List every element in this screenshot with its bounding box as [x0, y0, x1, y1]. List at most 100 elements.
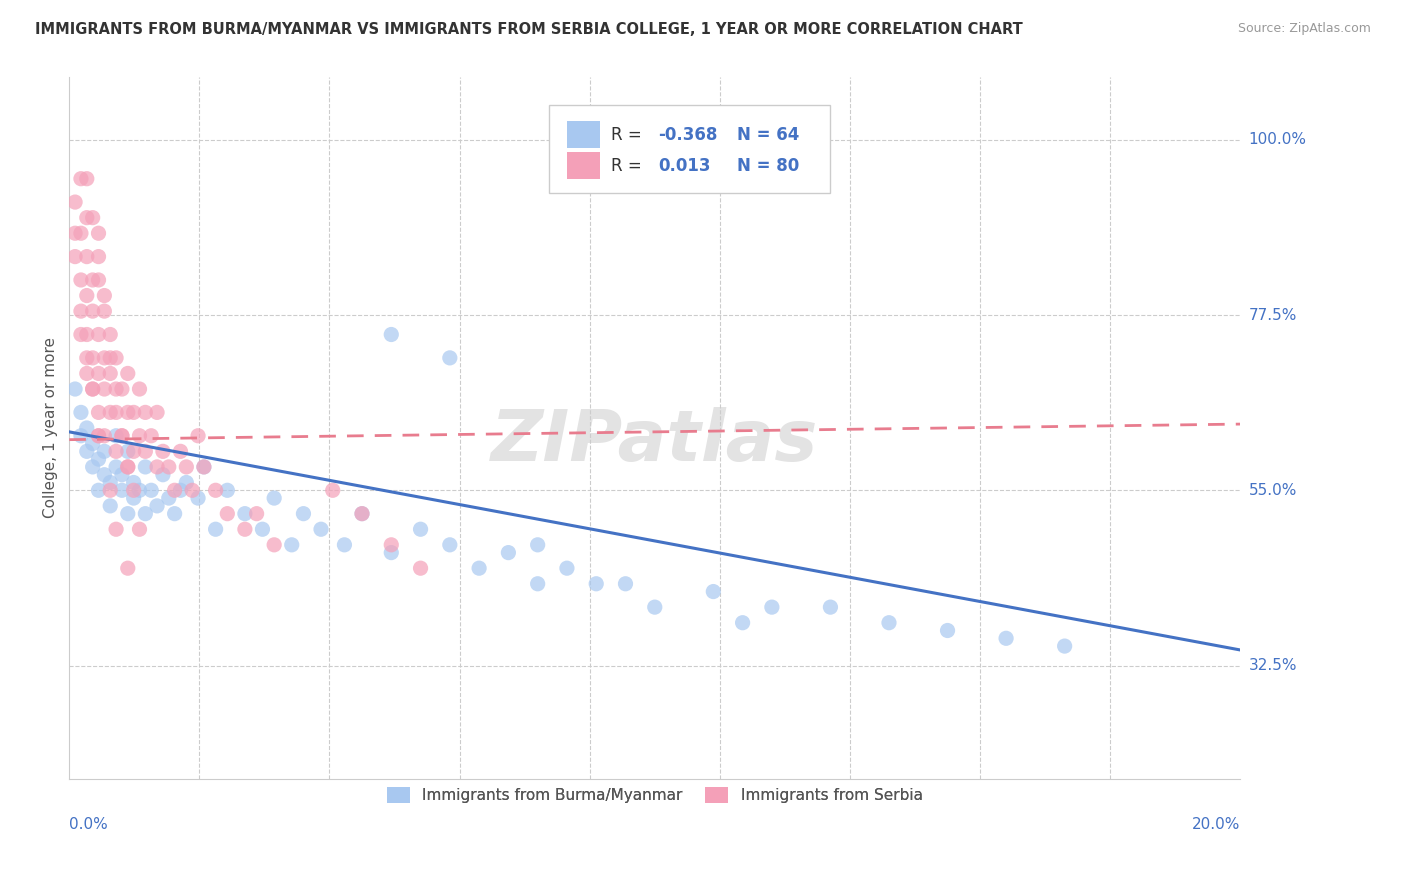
Point: [70, 273, 93, 287]
Text: 0.0%: 0.0%: [69, 817, 108, 832]
Point: [98, 327, 121, 342]
Legend: Immigrants from Burma/Myanmar, Immigrants from Serbia: Immigrants from Burma/Myanmar, Immigrant…: [381, 781, 929, 809]
Point: [82, 351, 104, 365]
Point: [731, 615, 754, 630]
Point: [995, 632, 1018, 646]
Point: [280, 538, 302, 552]
Point: [122, 491, 145, 505]
Point: [98, 405, 121, 419]
FancyBboxPatch shape: [567, 153, 600, 179]
Text: N = 80: N = 80: [737, 158, 799, 176]
Point: [233, 507, 256, 521]
Point: [761, 600, 783, 615]
Point: [98, 351, 121, 365]
Point: [350, 507, 373, 521]
Point: [87, 226, 110, 240]
Point: [111, 429, 134, 443]
Point: [152, 444, 174, 458]
Text: 55.0%: 55.0%: [1249, 483, 1296, 498]
FancyBboxPatch shape: [550, 105, 831, 193]
Point: [134, 507, 156, 521]
Point: [233, 522, 256, 536]
Point: [439, 538, 461, 552]
Point: [70, 304, 93, 318]
Point: [614, 576, 637, 591]
Point: [1053, 639, 1076, 653]
Point: [936, 624, 959, 638]
Point: [76, 211, 98, 225]
Point: [169, 444, 191, 458]
Point: [176, 459, 198, 474]
Point: [98, 499, 121, 513]
Point: [117, 507, 139, 521]
Point: [76, 367, 98, 381]
Point: [193, 459, 215, 474]
Text: ZIPatlas: ZIPatlas: [491, 408, 818, 476]
Point: [128, 429, 150, 443]
Point: [111, 483, 134, 498]
Point: [105, 382, 128, 396]
Point: [217, 483, 239, 498]
Point: [87, 273, 110, 287]
Point: [187, 429, 209, 443]
Point: [181, 483, 204, 498]
Point: [76, 351, 98, 365]
Point: [117, 444, 139, 458]
Point: [93, 467, 115, 482]
Point: [204, 522, 226, 536]
Point: [98, 367, 121, 381]
Point: [555, 561, 578, 575]
Point: [702, 584, 724, 599]
Point: [350, 507, 373, 521]
Point: [526, 576, 548, 591]
Point: [76, 250, 98, 264]
Point: [409, 522, 432, 536]
Point: [322, 483, 344, 498]
Point: [141, 483, 163, 498]
Point: [134, 444, 156, 458]
Point: [292, 507, 315, 521]
Point: [169, 483, 191, 498]
Point: [105, 444, 128, 458]
Point: [468, 561, 491, 575]
Point: [82, 382, 104, 396]
Point: [111, 467, 134, 482]
Point: [87, 452, 110, 467]
Point: [93, 288, 115, 302]
Point: [87, 327, 110, 342]
Point: [122, 444, 145, 458]
Point: [439, 351, 461, 365]
Point: [141, 429, 163, 443]
Point: [128, 522, 150, 536]
Point: [82, 436, 104, 450]
Text: 100.0%: 100.0%: [1249, 132, 1306, 147]
Point: [128, 382, 150, 396]
FancyBboxPatch shape: [567, 121, 600, 147]
Point: [263, 538, 285, 552]
Text: R =: R =: [612, 158, 647, 176]
Text: -0.368: -0.368: [658, 126, 717, 144]
Point: [105, 405, 128, 419]
Point: [117, 367, 139, 381]
Point: [309, 522, 332, 536]
Point: [93, 304, 115, 318]
Point: [877, 615, 900, 630]
Point: [63, 250, 86, 264]
Point: [163, 483, 186, 498]
Point: [70, 171, 93, 186]
Text: R =: R =: [612, 126, 647, 144]
Point: [76, 444, 98, 458]
Point: [644, 600, 666, 615]
Text: IMMIGRANTS FROM BURMA/MYANMAR VS IMMIGRANTS FROM SERBIA COLLEGE, 1 YEAR OR MORE : IMMIGRANTS FROM BURMA/MYANMAR VS IMMIGRA…: [35, 22, 1024, 37]
Point: [193, 459, 215, 474]
Point: [157, 459, 180, 474]
Point: [105, 429, 128, 443]
Point: [122, 475, 145, 490]
Point: [117, 459, 139, 474]
Point: [93, 382, 115, 396]
Point: [409, 561, 432, 575]
Point: [105, 351, 128, 365]
Point: [105, 459, 128, 474]
Text: N = 64: N = 64: [737, 126, 799, 144]
Point: [146, 459, 169, 474]
